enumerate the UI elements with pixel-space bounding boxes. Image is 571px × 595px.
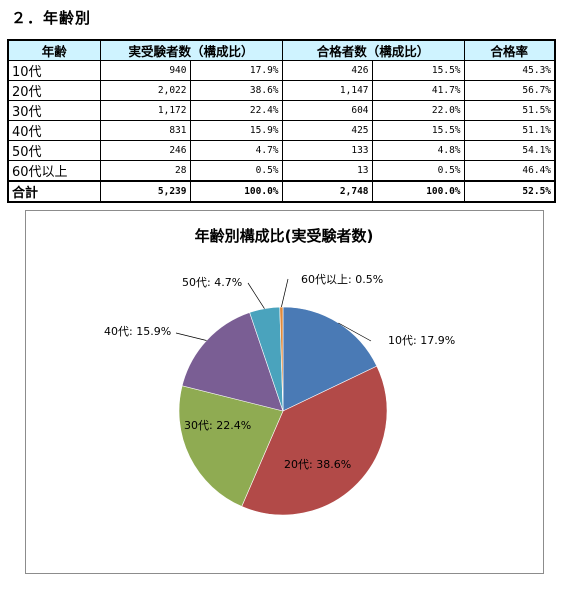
table-row: 20代 2,022 38.6% 1,147 41.7% 56.7% (7, 80, 556, 101)
table-row: 10代 940 17.9% 426 15.5% 45.3% (7, 60, 556, 81)
examinees-cell: 28 (99, 160, 191, 182)
data-label-4: 50代: 4.7% (182, 276, 242, 289)
pie-slice-1 (241, 365, 388, 516)
passed-pct-cell: 4.8% (371, 140, 465, 161)
row-label: 10代 (7, 60, 101, 81)
examinees-cell: 940 (99, 60, 191, 81)
table-row: 40代 831 15.9% 425 15.5% 51.1% (7, 120, 556, 141)
examinees-pct-cell: 4.7% (189, 140, 283, 161)
leader-line-0 (338, 322, 372, 342)
examinees-pct-cell: 15.9% (189, 120, 283, 141)
examinees-cell: 246 (99, 140, 191, 161)
examinees-pct-cell: 0.5% (189, 160, 283, 182)
pass-rate-cell: 45.3% (463, 60, 556, 81)
table-row: 50代 246 4.7% 133 4.8% 54.1% (7, 140, 556, 161)
examinees-pct-cell: 38.6% (189, 80, 283, 101)
table-header-row: 年齢 実受験者数（構成比） 合格者数（構成比） 合格率 (7, 39, 556, 61)
examinees-pct-cell: 22.4% (189, 100, 283, 121)
pass-rate-cell: 51.1% (463, 120, 556, 141)
section-title: ２．年齢別 (11, 9, 92, 27)
passed-cell: 425 (281, 120, 373, 141)
data-label-5: 60代以上: 0.5% (301, 273, 383, 286)
total-examinees-cell: 5,239 (99, 180, 191, 203)
row-label: 40代 (7, 120, 101, 141)
total-label: 合計 (7, 180, 101, 203)
header-age: 年齢 (7, 39, 101, 61)
examinees-cell: 2,022 (99, 80, 191, 101)
passed-pct-cell: 22.0% (371, 100, 465, 121)
row-label: 60代以上 (7, 160, 101, 182)
passed-cell: 1,147 (281, 80, 373, 101)
total-examinees-pct-cell: 100.0% (189, 180, 283, 203)
pass-rate-cell: 56.7% (463, 80, 556, 101)
passed-pct-cell: 15.5% (371, 60, 465, 81)
passed-pct-cell: 15.5% (371, 120, 465, 141)
chart-title: 年齢別構成比(実受験者数) (195, 227, 374, 245)
passed-cell: 426 (281, 60, 373, 81)
total-passed-pct-cell: 100.0% (371, 180, 465, 203)
total-pass-rate-cell: 52.5% (463, 180, 556, 203)
total-row: 合計 5,239 100.0% 2,748 100.0% 52.5% (7, 180, 556, 203)
pass-rate-cell: 46.4% (463, 160, 556, 182)
passed-pct-cell: 41.7% (371, 80, 465, 101)
header-pass-rate: 合格率 (463, 39, 556, 61)
total-passed-cell: 2,748 (281, 180, 373, 203)
passed-cell: 133 (281, 140, 373, 161)
row-label: 30代 (7, 100, 101, 121)
pass-rate-cell: 51.5% (463, 100, 556, 121)
passed-cell: 13 (281, 160, 373, 182)
data-label-2: 30代: 22.4% (184, 419, 251, 432)
table-row: 60代以上 28 0.5% 13 0.5% 46.4% (7, 160, 556, 182)
pass-rate-cell: 54.1% (463, 140, 556, 161)
row-label: 20代 (7, 80, 101, 101)
pie-chart-frame: 年齢別構成比(実受験者数) 10代: 17.9% 20代: 38.6% 30代: 2… (25, 210, 544, 574)
leader-line-4 (247, 282, 265, 309)
examinees-pct-cell: 17.9% (189, 60, 283, 81)
examinees-cell: 831 (99, 120, 191, 141)
table-row: 30代 1,172 22.4% 604 22.0% 51.5% (7, 100, 556, 121)
row-label: 50代 (7, 140, 101, 161)
data-label-0: 10代: 17.9% (388, 334, 455, 347)
header-passed: 合格者数（構成比） (281, 39, 465, 61)
data-label-1: 20代: 38.6% (284, 458, 351, 471)
header-examinees: 実受験者数（構成比） (99, 39, 283, 61)
passed-cell: 604 (281, 100, 373, 121)
leader-line-5 (281, 278, 289, 308)
data-label-3: 40代: 15.9% (104, 325, 171, 338)
pie-chart: 年齢別構成比(実受験者数) 10代: 17.9% 20代: 38.6% 30代: 2… (104, 227, 455, 516)
age-stats-table: 年齢 実受験者数（構成比） 合格者数（構成比） 合格率 10代 940 17.9… (7, 39, 557, 203)
pie-slice-2 (178, 385, 284, 507)
examinees-cell: 1,172 (99, 100, 191, 121)
leader-line-3 (175, 332, 207, 341)
pie-slice-5 (279, 306, 284, 412)
passed-pct-cell: 0.5% (371, 160, 465, 182)
